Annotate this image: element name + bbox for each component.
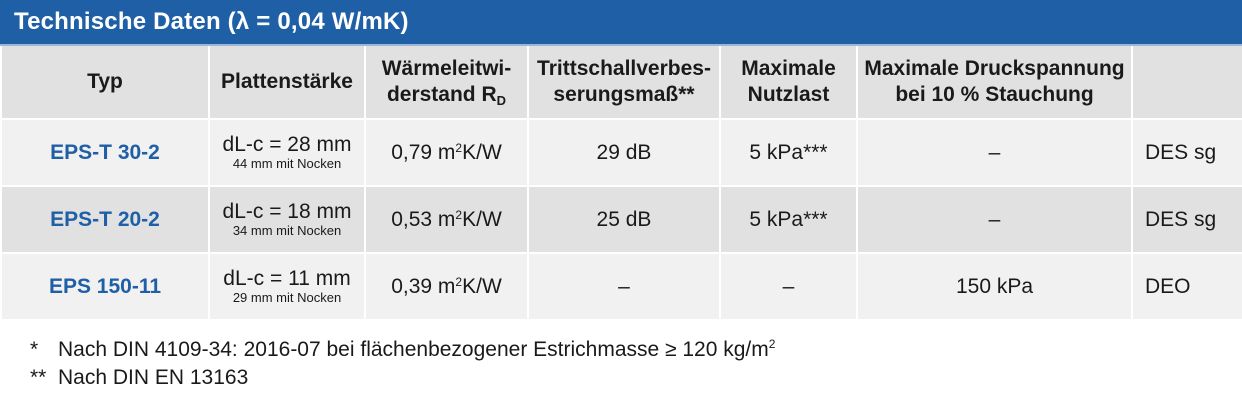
header-plattenstaerke: Plattenstärke [208, 46, 366, 119]
header-trittschall: Trittschallverbes- serungsmaß** [527, 46, 721, 119]
resistance-sup: 2 [455, 140, 463, 155]
cell-trittschall: – [527, 252, 721, 319]
thickness-main: dL-c = 18 mm [222, 199, 352, 223]
thickness-sub: 44 mm mit Nocken [232, 155, 342, 171]
footnote-mark: * [30, 338, 39, 361]
resistance-sup: 2 [455, 274, 463, 289]
cell-typ: EPS-T 30-2 [0, 118, 210, 186]
cell-typ: EPS 150-11 [0, 252, 210, 319]
header-typ: Typ [0, 46, 210, 119]
title-bar: Technische Daten (λ = 0,04 W/mK) [0, 0, 1242, 46]
header-waerme-line2: derstand R [386, 83, 497, 106]
table-row: EPS-T 30-2 dL-c = 28 mm 44 mm mit Nocken… [0, 118, 1242, 186]
page-title: Technische Daten (λ = 0,04 W/mK) [14, 8, 409, 35]
header-nutz-line2: Nutzlast [747, 83, 830, 106]
cell-thickness: dL-c = 11 mm 29 mm mit Nocken [208, 252, 366, 319]
resistance-value: 0,53 m [391, 207, 456, 231]
cell-thickness: dL-c = 28 mm 44 mm mit Nocken [208, 118, 366, 186]
thickness-sub: 29 mm mit Nocken [232, 289, 342, 305]
header-waermeleitwiderstand: Wärmeleitwi- derstand RD [364, 46, 529, 119]
table-row: EPS 150-11 dL-c = 11 mm 29 mm mit Nocken… [0, 252, 1242, 319]
cell-trittschall: 25 dB [527, 185, 721, 253]
cell-thickness: dL-c = 18 mm 34 mm mit Nocken [208, 185, 366, 253]
thickness-main: dL-c = 28 mm [222, 132, 352, 156]
cell-resistance: 0,39 m2K/W [364, 252, 529, 319]
resistance-unit: K/W [462, 274, 502, 298]
resistance-value: 0,39 m [391, 274, 456, 298]
cell-typ: EPS-T 20-2 [0, 185, 210, 253]
header-druck-line1: Maximale Druckspannung [864, 57, 1125, 81]
resistance-unit: K/W [462, 207, 502, 231]
cell-druck: 150 kPa [856, 252, 1133, 319]
cell-trittschall: 29 dB [527, 118, 721, 186]
cell-druck: – [856, 118, 1133, 186]
thickness-main: dL-c = 11 mm [223, 266, 351, 290]
cell-code: DEO [1131, 252, 1242, 319]
resistance-sup: 2 [455, 207, 463, 222]
header-druck-line2: bei 10 % Stauchung [895, 83, 1094, 106]
cell-nutzlast: 5 kPa*** [719, 118, 858, 186]
header-waerme-line1: Wärmeleitwi- [381, 57, 512, 81]
header-nutz-line1: Maximale [741, 57, 836, 81]
table-row: EPS-T 20-2 dL-c = 18 mm 34 mm mit Nocken… [0, 185, 1242, 253]
cell-resistance: 0,79 m2K/W [364, 118, 529, 186]
footnote-sup: 2 [768, 337, 776, 351]
footnote-mark: ** [30, 366, 47, 389]
cell-code: DES sg [1131, 185, 1242, 253]
header-waerme-subscript: D [496, 93, 507, 108]
cell-nutzlast: – [719, 252, 858, 319]
footnote-1: * Nach DIN 4109-34: 2016-07 bei flächenbe… [30, 338, 775, 362]
footnote-2: ** Nach DIN EN 13163 [30, 366, 248, 390]
thickness-sub: 34 mm mit Nocken [232, 222, 342, 238]
header-tritt-line1: Trittschallverbes- [537, 57, 711, 81]
header-nutzlast: Maximale Nutzlast [719, 46, 858, 119]
header-blank [1131, 46, 1242, 119]
header-druckspannung: Maximale Druckspannung bei 10 % Stauchun… [856, 46, 1133, 119]
technical-data-table: Typ Plattenstärke Wärmeleitwi- derstand … [0, 46, 1242, 319]
footnote-text: Nach DIN 4109-34: 2016-07 bei flächenbez… [58, 338, 769, 361]
resistance-value: 0,79 m [391, 140, 456, 164]
header-tritt-line2: serungsmaß** [553, 83, 695, 106]
cell-nutzlast: 5 kPa*** [719, 185, 858, 253]
resistance-unit: K/W [462, 140, 502, 164]
cell-druck: – [856, 185, 1133, 253]
footnote-text: Nach DIN EN 13163 [58, 366, 249, 389]
cell-code: DES sg [1131, 118, 1242, 186]
table-header-row: Typ Plattenstärke Wärmeleitwi- derstand … [0, 46, 1242, 119]
cell-resistance: 0,53 m2K/W [364, 185, 529, 253]
